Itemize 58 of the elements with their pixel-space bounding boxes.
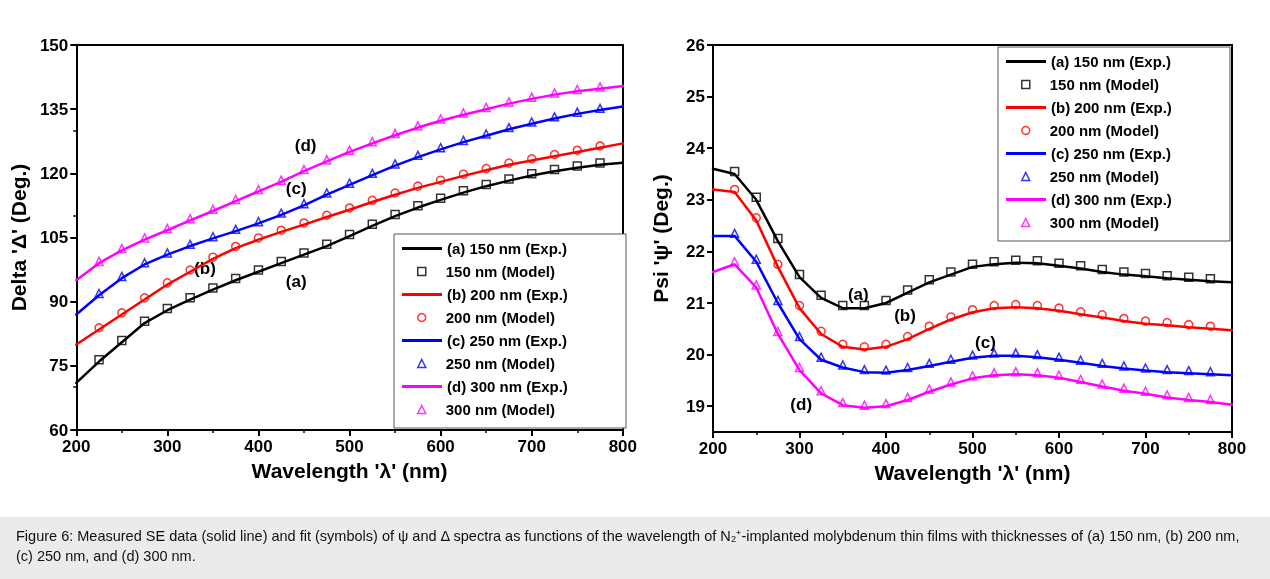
annotation: (c) <box>975 333 996 353</box>
annotation: (b) <box>194 258 216 278</box>
x-tick-label: 600 <box>426 437 455 456</box>
legend-label: 250 nm (Model) <box>1049 168 1159 185</box>
legend-label: (c) 250 nm (Exp.) <box>1051 145 1172 162</box>
y-tick-label: 90 <box>49 292 69 312</box>
y-tick-label: 75 <box>49 356 69 376</box>
x-tick-label: 500 <box>958 439 987 458</box>
annotation: (d) <box>790 395 813 415</box>
y-axis-title: Psi 'ψ' (Deg.) <box>649 174 672 303</box>
legend-label: 200 nm (Model) <box>1049 122 1159 139</box>
y-tick-label: 21 <box>686 293 705 313</box>
y-axis-title: Delta 'Δ' (Deg.) <box>7 163 30 312</box>
legend-label: 300 nm (Model) <box>1049 214 1159 231</box>
legend-label: 150 nm (Model) <box>1049 76 1159 93</box>
x-tick-label: 300 <box>785 439 814 458</box>
legend-label: 150 nm (Model) <box>445 263 555 280</box>
y-tick-label: 135 <box>39 99 69 119</box>
y-tick-label: 25 <box>686 87 705 107</box>
y-tick-label: 105 <box>39 228 69 247</box>
annotation: (a) <box>285 272 307 292</box>
x-tick-label: 400 <box>244 437 273 456</box>
annotation: (b) <box>894 306 916 326</box>
legend-label: (c) 250 nm (Exp.) <box>447 332 568 349</box>
legend-label: 300 nm (Model) <box>445 401 555 418</box>
x-tick-label: 800 <box>1217 439 1247 458</box>
y-tick-label: 60 <box>49 420 69 440</box>
x-tick-label: 200 <box>62 437 91 456</box>
y-tick-label: 22 <box>686 241 705 261</box>
x-tick-label: 800 <box>608 437 638 456</box>
x-tick-label: 300 <box>153 437 182 456</box>
x-tick-label: 200 <box>698 439 728 458</box>
x-tick-label: 400 <box>871 439 901 458</box>
legend-label: 200 nm (Model) <box>445 309 555 326</box>
x-axis-title: Wavelength 'λ' (nm) <box>251 459 448 482</box>
x-tick-label: 700 <box>517 437 546 456</box>
annotation: (a) <box>847 285 869 305</box>
legend-label: (a) 150 nm (Exp.) <box>1051 53 1172 70</box>
y-tick-label: 20 <box>686 345 705 365</box>
legend-label: (d) 300 nm (Exp.) <box>447 378 568 395</box>
y-tick-label: 24 <box>686 138 706 158</box>
legend-label: (a) 150 nm (Exp.) <box>447 240 568 257</box>
y-tick-label: 26 <box>686 35 705 55</box>
x-axis-title: Wavelength 'λ' (nm) <box>874 461 1071 484</box>
legend-label: (b) 200 nm (Exp.) <box>1051 99 1172 116</box>
legend-label: (b) 200 nm (Exp.) <box>447 286 568 303</box>
legend-label: (d) 300 nm (Exp.) <box>1051 191 1172 208</box>
y-tick-label: 120 <box>39 163 69 183</box>
x-tick-label: 700 <box>1131 439 1160 458</box>
legend-label: 250 nm (Model) <box>445 355 555 372</box>
y-tick-label: 23 <box>686 190 705 210</box>
annotation: (c) <box>285 178 307 198</box>
annotation: (d) <box>294 135 317 155</box>
y-tick-label: 19 <box>686 396 705 416</box>
x-tick-label: 600 <box>1044 439 1074 458</box>
x-tick-label: 500 <box>335 437 364 456</box>
caption: Figure 6: Measured SE data (solid line) and fit (symbols) of ψ and Δ spectra as functions of the wavelength of N₂⁺-implanted molybdenum thin films with thicknesses of (a) 150 nm, (b) 200 nm, (c) 250 nm, and (d) 300 nm. <box>0 517 1270 579</box>
y-tick-label: 150 <box>39 35 69 55</box>
